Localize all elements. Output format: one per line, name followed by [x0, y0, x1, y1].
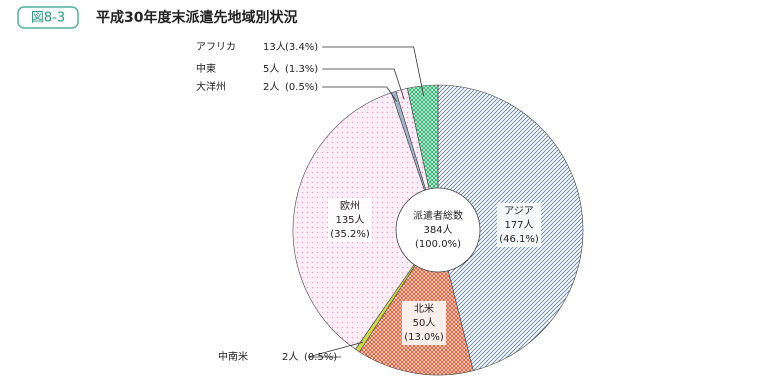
- category-label: アフリカ: [196, 41, 236, 53]
- figure-label-box: [17, 6, 79, 29]
- value-label: 2人: [263, 81, 279, 93]
- value-label: 177人: [504, 219, 533, 231]
- leader-line: [322, 86, 398, 102]
- share-label: (46.1%): [499, 234, 539, 245]
- share-label: (0.5%): [304, 352, 337, 363]
- leader-line: [322, 46, 425, 96]
- leader-line: [307, 341, 364, 358]
- category-label: アジア: [504, 206, 534, 217]
- share-label: (1.3%): [285, 64, 318, 75]
- center-label: 384人: [423, 224, 452, 236]
- chart-title: 平成30年度末派遣先地域別状況: [96, 9, 297, 26]
- category-label: 北米: [414, 302, 434, 315]
- share-label: (0.5%): [285, 82, 318, 93]
- center-hole: [395, 187, 481, 273]
- category-label: 大洋州: [196, 80, 226, 93]
- center-label: (100.0%): [415, 239, 461, 250]
- share-label: (3.4%): [285, 42, 318, 53]
- value-label: 50人: [413, 317, 436, 329]
- category-label: 中南米: [218, 350, 248, 363]
- category-label: 中東: [196, 62, 216, 75]
- leader-line: [322, 68, 405, 100]
- share-label: (35.2%): [330, 229, 370, 240]
- share-label: (13.0%): [404, 332, 444, 343]
- value-label: 13人: [263, 41, 286, 53]
- value-label: 2人: [282, 351, 298, 363]
- label-bg: [328, 198, 372, 242]
- figure-label: 図8-3: [31, 11, 65, 26]
- label-bg: [497, 203, 541, 247]
- value-label: 5人: [263, 63, 279, 75]
- center-label: 派遣者総数: [413, 209, 463, 222]
- label-bg: [402, 301, 446, 345]
- value-label: 135人: [335, 214, 364, 226]
- category-label: 欧州: [340, 200, 360, 212]
